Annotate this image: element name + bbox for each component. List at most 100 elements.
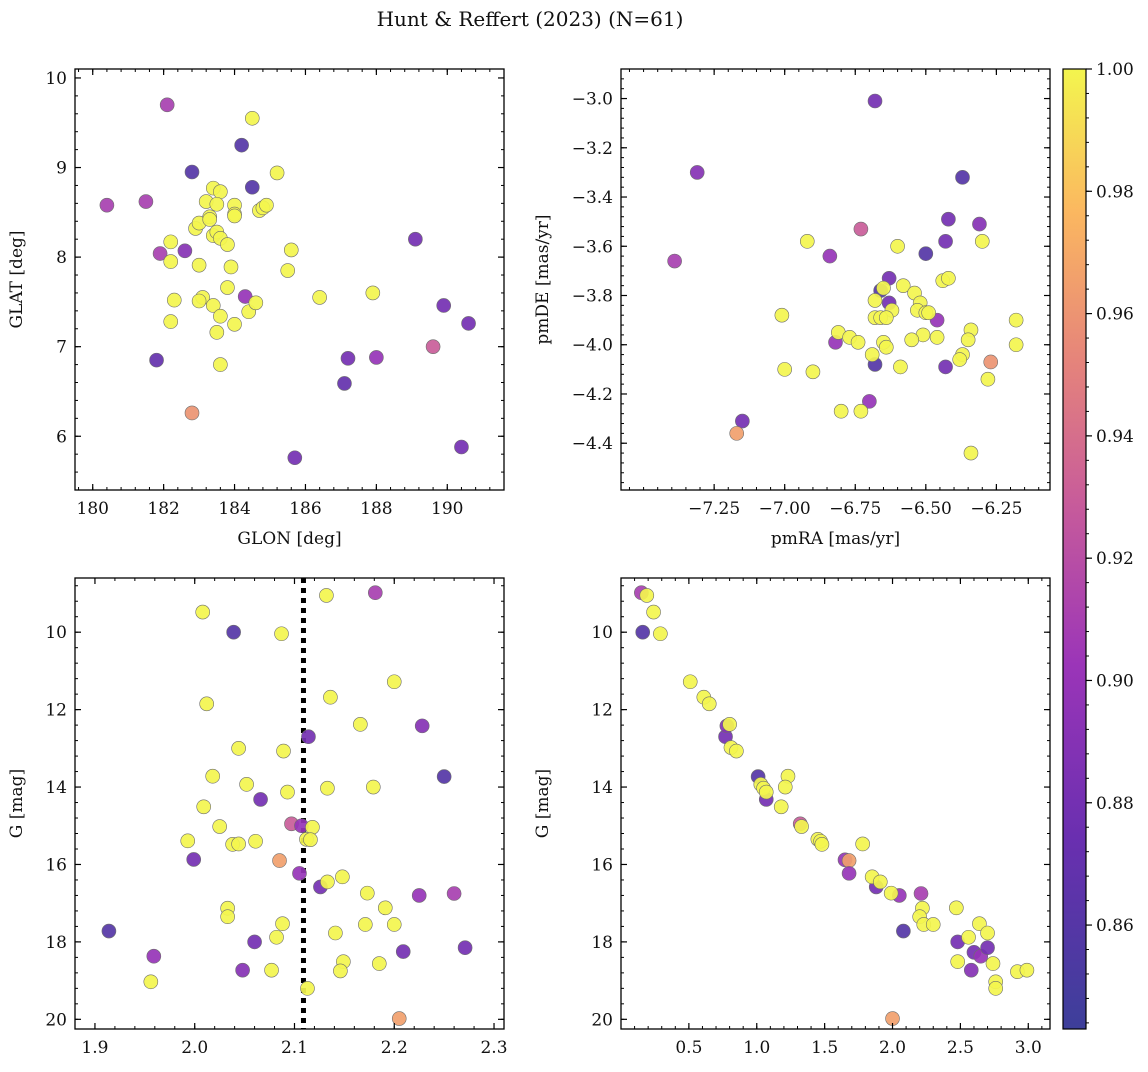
x-tick-label: 2.2 [381, 1038, 408, 1058]
scatter-point [701, 696, 717, 712]
scatter-point [146, 948, 162, 964]
scatter-point [425, 339, 441, 354]
scatter-point [895, 278, 911, 293]
scatter-point [972, 216, 987, 232]
scatter-point [234, 137, 249, 153]
scatter-point [841, 853, 857, 868]
points-pm [667, 93, 1024, 461]
scatter-point [921, 305, 936, 321]
y-tick-label: 16 [45, 855, 67, 875]
scatter-point [938, 234, 953, 249]
scatter-point [292, 866, 307, 881]
y-tick-label: 10 [591, 623, 613, 643]
y-tick-label: 9 [56, 159, 67, 179]
y-tick-label: −4.0 [572, 336, 613, 356]
x-tick-label: −6.75 [829, 499, 881, 519]
scatter-point [980, 940, 995, 956]
scatter-point [862, 394, 877, 409]
scatter-point [414, 718, 430, 734]
scatter-point [213, 308, 228, 324]
scatter-point [264, 962, 279, 978]
scatter-point [436, 769, 452, 784]
scatter-point [353, 717, 368, 732]
x-tick-label: 190 [431, 499, 463, 519]
scatter-point [205, 298, 221, 313]
scatter-point [253, 792, 268, 807]
y-tick-label: 10 [45, 69, 67, 89]
scatter-point [729, 426, 745, 441]
scatter-point [667, 253, 682, 269]
scatter-point [301, 729, 316, 745]
scatter-point [303, 832, 318, 847]
scatter-point [777, 362, 792, 377]
x-tick-label: 2.5 [947, 1038, 974, 1058]
scatter-point [461, 316, 476, 331]
scatter-point [729, 743, 744, 759]
x-tick-label: 3.0 [1015, 1038, 1042, 1058]
plot-frame [620, 577, 1051, 1030]
scatter-point [186, 852, 202, 867]
scatter-point [646, 604, 661, 620]
scatter-point [312, 290, 327, 305]
scatter-point [163, 314, 179, 329]
points-plx [101, 585, 473, 1026]
scatter-point [239, 777, 254, 792]
figure-title: Hunt & Reffert (2023) (N=61) [377, 7, 684, 31]
scatter-point [794, 819, 809, 834]
scatter-point [896, 923, 911, 939]
x-axis-label: GLON [deg] [237, 529, 341, 549]
x-tick-label: 184 [218, 499, 250, 519]
scatter-point [1019, 962, 1035, 978]
y-tick-label: 7 [56, 338, 67, 358]
x-axis-label: pmRA [mas/yr] [771, 529, 900, 549]
scatter-point [213, 357, 228, 372]
scatter-point [152, 246, 168, 261]
scatter-point [774, 307, 790, 323]
scatter-point [833, 403, 849, 419]
scatter-point [758, 784, 774, 800]
scatter-point [365, 285, 381, 301]
scatter-point [209, 325, 225, 340]
scatter-point [101, 923, 117, 939]
y-tick-label: 16 [591, 855, 613, 875]
scatter-point [918, 246, 934, 261]
scatter-point [269, 165, 285, 181]
scatter-point [180, 833, 196, 849]
x-tick-label: 2.0 [879, 1038, 906, 1058]
scatter-point [961, 929, 976, 945]
y-tick-label: 20 [591, 1010, 613, 1030]
scatter-point [205, 768, 220, 784]
scatter-point [653, 626, 668, 642]
x-tick-label: 186 [289, 499, 321, 519]
scatter-point [213, 184, 228, 200]
y-tick-label: 18 [45, 933, 67, 953]
scatter-point [360, 885, 375, 901]
scatter-point [159, 97, 175, 113]
scatter-point [340, 351, 356, 366]
scatter-point [287, 450, 303, 466]
y-tick-label: 14 [45, 778, 67, 798]
scatter-point [259, 197, 274, 213]
y-tick-label: 6 [56, 427, 67, 447]
y-axis-label: pmDE [mas/yr] [533, 214, 553, 344]
scatter-point [377, 900, 393, 916]
scatter-point [247, 934, 262, 950]
scatter-point [227, 316, 242, 332]
scatter-point [99, 197, 115, 213]
scatter-point [879, 339, 894, 355]
scatter-point [220, 909, 235, 925]
scatter-point [283, 242, 299, 258]
scatter-point [925, 917, 941, 932]
scatter-point [244, 110, 260, 126]
scatter-point [955, 170, 970, 185]
scatter-point [163, 254, 179, 269]
scatter-point [220, 237, 235, 252]
y-axis-label: GLAT [deg] [7, 230, 27, 328]
scatter-point [682, 674, 698, 690]
scatter-point [199, 696, 214, 712]
y-tick-label: −3.2 [572, 139, 613, 159]
scatter-point [913, 886, 929, 901]
scatter-point [974, 234, 990, 249]
y-tick-label: 18 [591, 933, 613, 953]
scatter-point [391, 1011, 407, 1026]
